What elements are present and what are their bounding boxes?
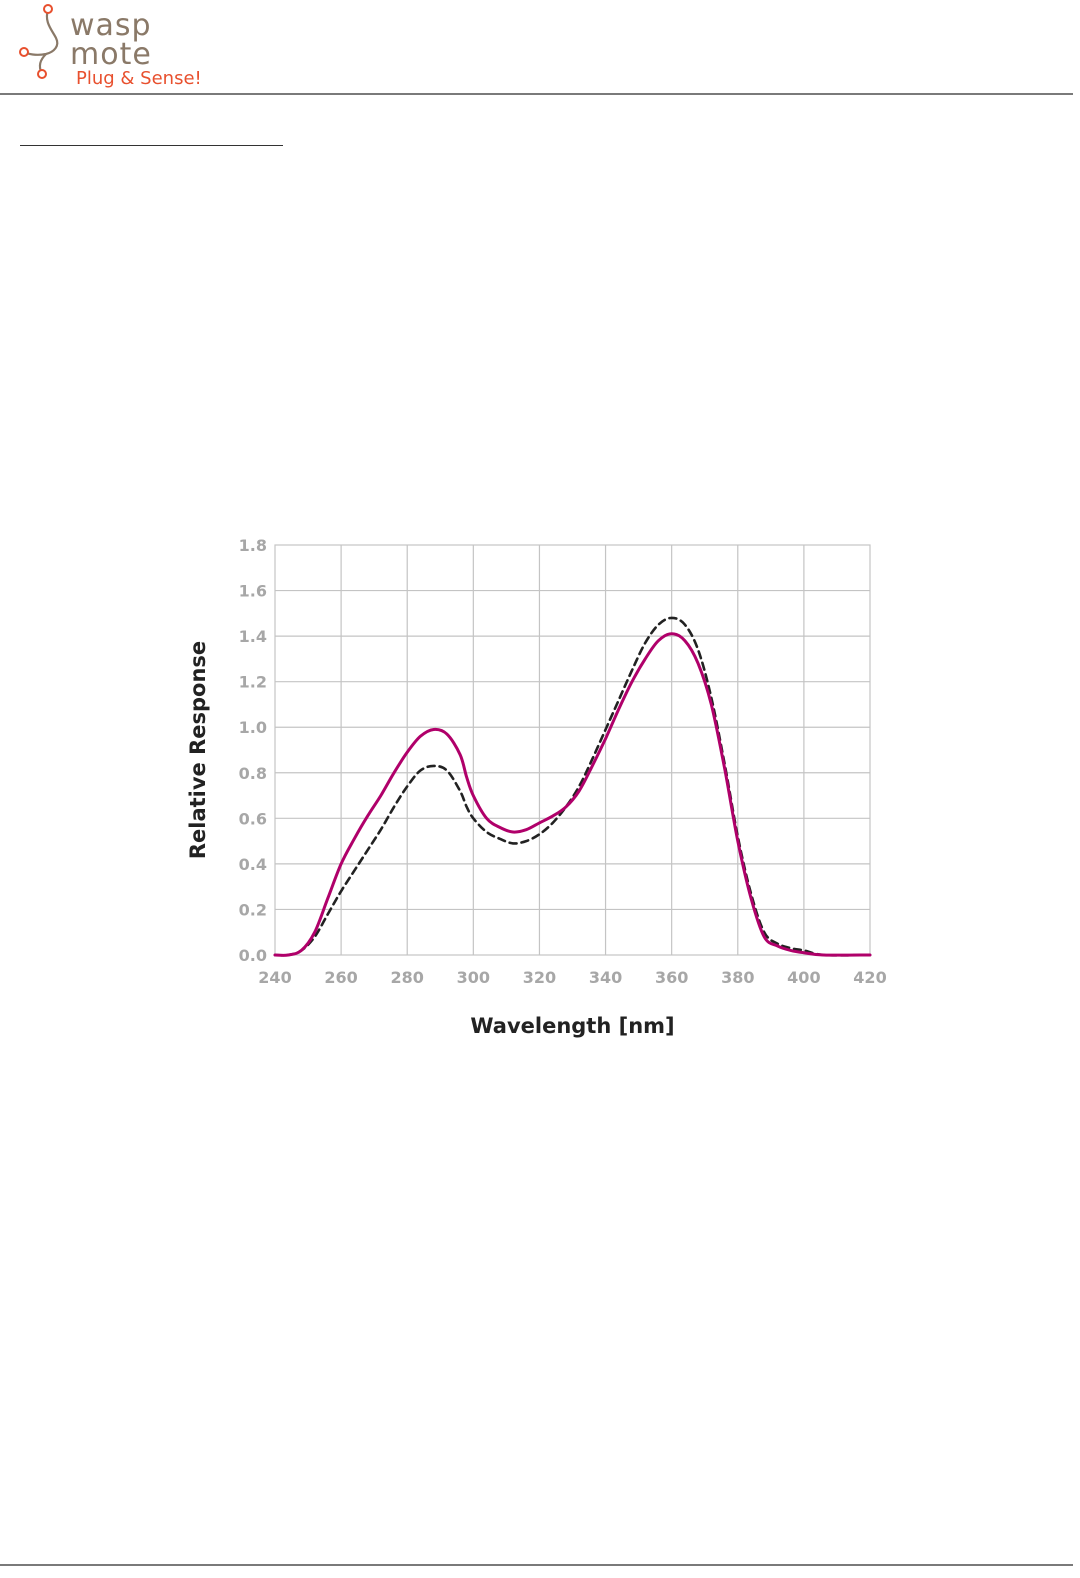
x-tick-label: 300 (457, 968, 490, 987)
x-tick-label: 260 (324, 968, 357, 987)
y-tick-label: 1.0 (239, 718, 267, 737)
section-underline (20, 145, 283, 146)
y-tick-label: 0.2 (239, 900, 267, 919)
header-divider (0, 93, 1073, 95)
x-tick-label: 420 (853, 968, 886, 987)
relative-response-chart: 240 260 280 300 320 340 360 380 400 420 0.0 0.2 0.4 0… (186, 536, 887, 1038)
x-tick-label: 400 (787, 968, 820, 987)
logo-network-icon (19, 4, 59, 79)
y-tick-label: 1.6 (239, 582, 267, 601)
y-tick-label: 1.8 (239, 536, 267, 555)
waspmote-logo: wasp mote Plug & Sense! (18, 2, 228, 92)
x-tick-label: 380 (721, 968, 754, 987)
chart-ticks: 240 260 280 300 320 340 360 380 400 420 0.0 0.2 0.4 0… (239, 536, 887, 987)
y-tick-label: 1.4 (239, 627, 267, 646)
y-tick-label: 1.2 (239, 673, 267, 692)
x-tick-label: 360 (655, 968, 688, 987)
x-tick-label: 340 (589, 968, 622, 987)
y-axis-title: Relative Response (186, 641, 210, 859)
plot-area (274, 544, 871, 956)
logo-wordmark-line1: wasp (70, 8, 152, 43)
x-tick-label: 240 (258, 968, 291, 987)
y-tick-label: 0.4 (239, 855, 267, 874)
x-axis-title: Wavelength [nm] (470, 1014, 674, 1038)
y-tick-label: 0.6 (239, 809, 267, 828)
x-tick-label: 320 (523, 968, 556, 987)
chart-grid (274, 544, 871, 956)
dashed-series-line (273, 616, 872, 957)
logo-tagline: Plug & Sense! (76, 68, 202, 89)
x-tick-label: 280 (391, 968, 424, 987)
y-tick-label: 0.8 (239, 764, 267, 783)
page-header: wasp mote Plug & Sense! (0, 0, 1080, 96)
y-tick-label: 0.0 (239, 946, 267, 965)
footer-divider (0, 1564, 1073, 1566)
logo-wordmark-line2: mote (70, 37, 152, 72)
chart-series (273, 616, 872, 957)
solid-series-line (273, 632, 872, 957)
